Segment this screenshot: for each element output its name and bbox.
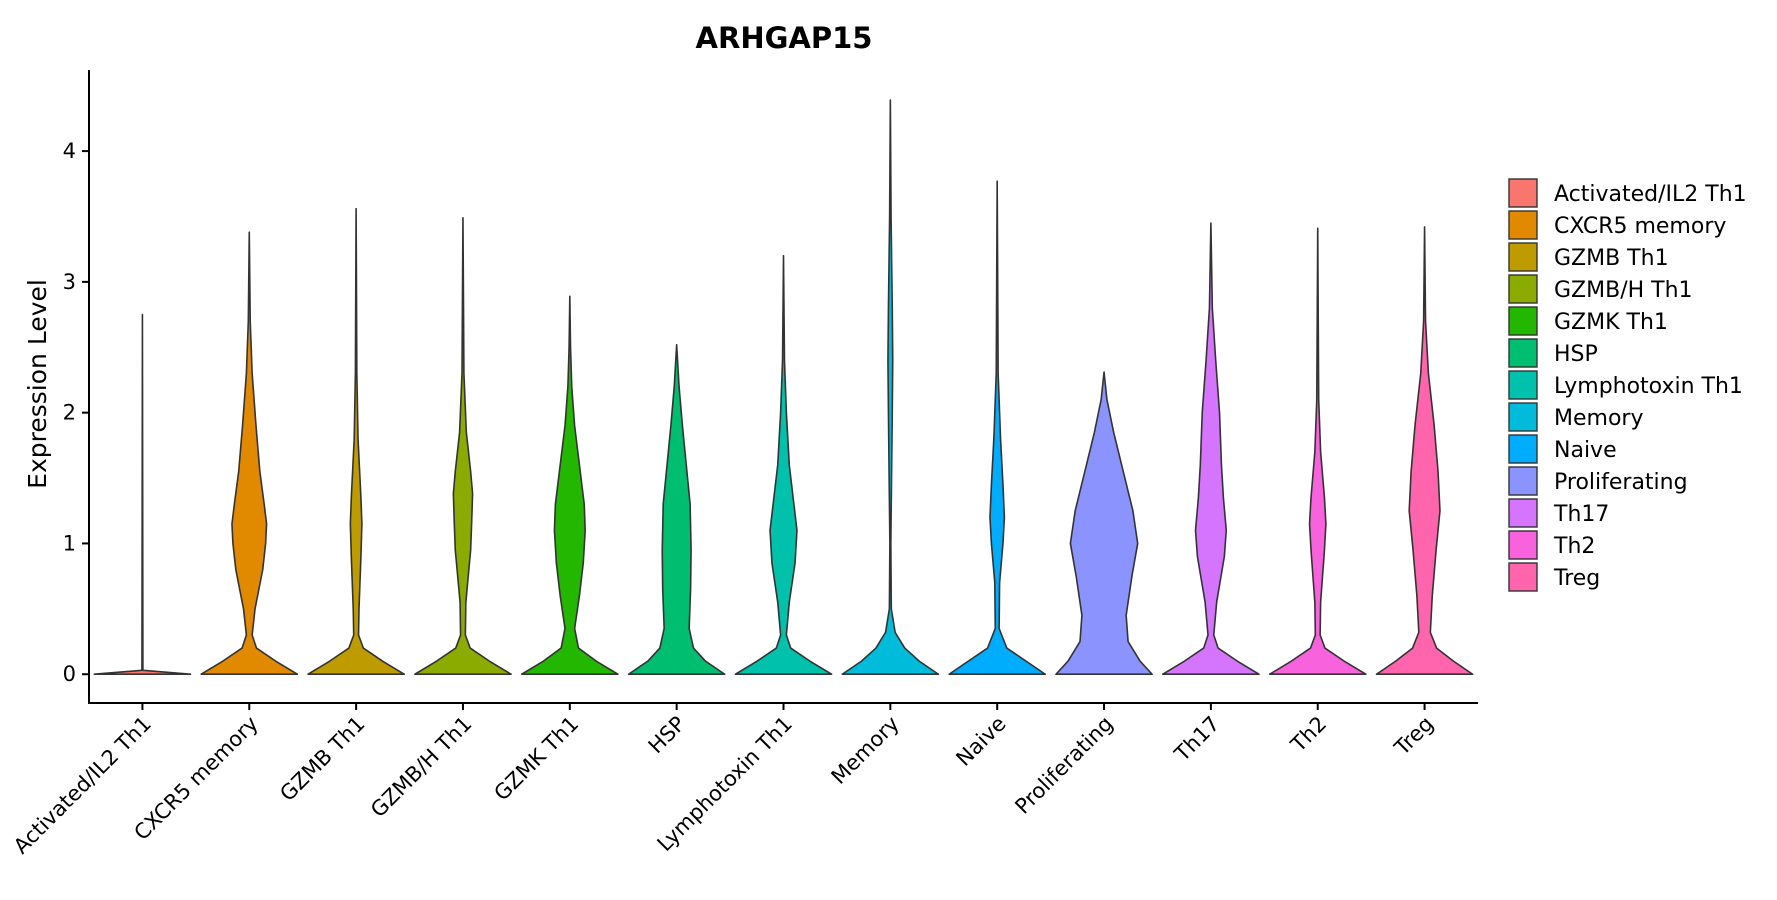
x-tick-label: GZMB Th1 [275, 712, 369, 806]
violin-th17 [1162, 222, 1260, 676]
y-tick-label: 4 [63, 139, 76, 163]
legend-label: CXCR5 memory [1554, 214, 1726, 239]
violin-gzmb-h-th1 [414, 216, 512, 676]
legend-swatch [1508, 370, 1538, 400]
chart-title: ARHGAP15 [696, 21, 873, 55]
y-axis-title: Expression Level [23, 279, 52, 489]
legend-swatch [1508, 178, 1538, 208]
violin-proliferating [1055, 371, 1153, 676]
violin-treg [1375, 226, 1474, 676]
legend-label: Naive [1554, 438, 1617, 463]
legend-swatch [1508, 210, 1538, 240]
y-ticks: 0 1 2 3 4 [63, 139, 89, 686]
violin-activated-il2-th1 [93, 313, 192, 676]
legend-label: Proliferating [1554, 470, 1688, 495]
x-tick-label: Activated/IL2 Th1 [9, 712, 156, 859]
y-tick-label: 0 [63, 662, 76, 686]
violin-memory [841, 99, 940, 676]
x-tick-label: Th17 [1169, 712, 1224, 767]
violins [93, 99, 1474, 676]
legend-swatch [1508, 274, 1538, 304]
x-tick-label: Th2 [1286, 712, 1332, 758]
legend-swatch [1508, 434, 1538, 464]
legend-swatch [1508, 306, 1538, 336]
x-tick-label: GZMB/H Th1 [366, 712, 476, 822]
violin-naive [948, 180, 1047, 676]
legend-swatch [1508, 242, 1538, 272]
legend-label: Th2 [1553, 534, 1595, 559]
x-tick-label: Proliferating [1010, 712, 1117, 819]
violin-hsp [627, 343, 726, 676]
legend: Activated/IL2 Th1 CXCR5 memory GZMB Th1 GZM… [1508, 178, 1747, 592]
legend-label: GZMB/H Th1 [1554, 278, 1693, 303]
legend-swatch [1508, 562, 1538, 592]
violin-gzmk-th1 [520, 295, 619, 676]
violin-th2 [1268, 227, 1367, 676]
legend-swatch [1508, 466, 1538, 496]
x-tick-label: Naive [951, 712, 1010, 771]
legend-label: GZMK Th1 [1554, 310, 1668, 335]
violin-cxcr5-memory [200, 231, 299, 676]
violin-lymphotoxin-th1 [734, 254, 833, 676]
y-tick-label: 2 [63, 401, 76, 425]
legend-label: Th17 [1553, 502, 1609, 527]
legend-swatch [1508, 402, 1538, 432]
x-tick-label: Treg [1389, 712, 1438, 761]
legend-swatch [1508, 498, 1538, 528]
legend-label: Activated/IL2 Th1 [1554, 182, 1747, 207]
x-tick-label: Memory [827, 712, 904, 789]
x-tick-label: HSP [644, 712, 691, 759]
legend-label: Memory [1554, 406, 1643, 431]
legend-swatch [1508, 338, 1538, 368]
y-tick-label: 3 [63, 270, 76, 294]
legend-swatch [1508, 530, 1538, 560]
legend-label: Lymphotoxin Th1 [1554, 374, 1743, 399]
legend-label: HSP [1554, 342, 1598, 367]
violin-gzmb-th1 [307, 207, 405, 676]
legend-label: Treg [1553, 566, 1600, 591]
legend-label: GZMB Th1 [1554, 246, 1669, 271]
y-tick-label: 1 [63, 531, 76, 555]
x-tick-label: GZMK Th1 [489, 712, 583, 806]
